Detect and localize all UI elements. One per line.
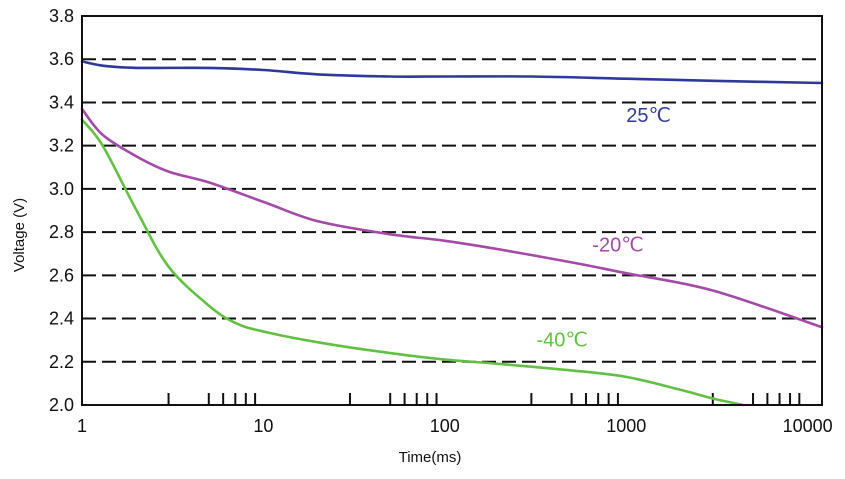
- y-tick-label-4: 2.8: [49, 222, 74, 242]
- x-axis-label: Time(ms): [399, 449, 462, 466]
- grid-layer: [82, 58, 822, 363]
- x-tick-labels: 1 10 100 1000 10000: [77, 416, 833, 436]
- y-tick-label-8: 3.6: [49, 49, 74, 69]
- series-line-1: [80, 107, 824, 329]
- y-tick-label-1: 2.2: [49, 352, 74, 372]
- plot-frame: [81, 15, 823, 406]
- y-tick-label-2: 2.4: [49, 309, 74, 329]
- y-tick-label-3: 2.6: [49, 265, 74, 285]
- series-line-2: [80, 118, 745, 407]
- series-annotation-0: 25℃: [626, 105, 671, 127]
- annotation-layer: 25℃ -20℃ -40℃: [536, 105, 670, 352]
- y-tick-labels: 2.0 2.2 2.4 2.6 2.8 3.0 3.2 3.4 3.6 3.8: [49, 6, 74, 415]
- x-tick-label-3: 1000: [606, 416, 646, 436]
- y-tick-label-5: 3.0: [49, 179, 74, 199]
- x-tick-label-4: 10000: [783, 416, 833, 436]
- minor-tick-layer: [167, 393, 801, 405]
- y-axis-label: Voltage (V): [11, 198, 28, 272]
- series-annotation-1: -20℃: [592, 235, 643, 257]
- y-tick-label-9: 3.8: [49, 6, 74, 26]
- x-tick-label-0: 1: [77, 416, 87, 436]
- series-layer: [80, 60, 824, 407]
- y-tick-label-6: 3.2: [49, 136, 74, 156]
- y-tick-label-7: 3.4: [49, 92, 74, 112]
- x-tick-label-2: 100: [430, 416, 460, 436]
- series-annotation-2: -40℃: [536, 330, 587, 352]
- x-tick-label-1: 10: [253, 416, 273, 436]
- y-tick-label-0: 2.0: [49, 395, 74, 415]
- series-line-0: [80, 60, 824, 85]
